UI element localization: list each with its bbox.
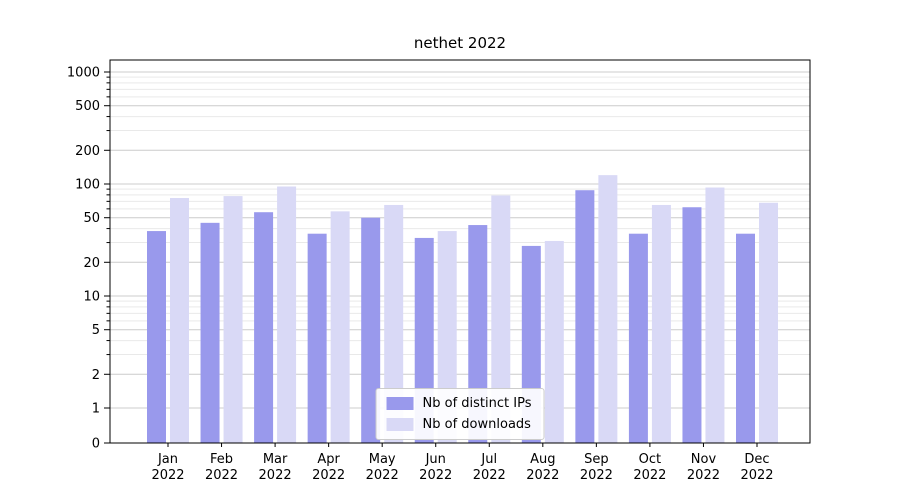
y-tick-label: 1000 (67, 66, 100, 81)
x-tick-label: Mar 2022 (259, 452, 292, 483)
bar-downloads-Feb (223, 196, 243, 443)
bar-distinct-ips-Nov (682, 207, 702, 443)
bar-downloads-Mar (277, 186, 297, 444)
bar-downloads-Sep (598, 175, 618, 443)
bar-downloads-Apr (330, 211, 350, 443)
bar-downloads-Aug (544, 240, 564, 443)
bar-downloads-Jan (170, 197, 189, 443)
x-tick-label: Nov 2022 (687, 452, 720, 483)
bar-distinct-ips-Dec (736, 233, 755, 443)
legend-swatch-distinct-ips (386, 397, 414, 410)
y-tick-label: 100 (75, 178, 100, 193)
x-tick-label: Sep 2022 (580, 452, 613, 483)
legend-swatch-downloads (386, 418, 414, 431)
bar-downloads-Nov (705, 187, 725, 443)
bar-distinct-ips-Oct (628, 233, 648, 443)
bar-distinct-ips-Jan (147, 231, 166, 443)
chart-title: nethet 2022 (413, 34, 507, 52)
y-tick-label: 1 (92, 402, 100, 417)
x-tick-label: Jan 2022 (151, 452, 184, 483)
y-tick-label: 2 (92, 368, 100, 383)
y-tick-label: 20 (83, 256, 100, 271)
x-tick-label: Jul 2022 (473, 452, 506, 483)
bar-distinct-ips-Mar (254, 212, 274, 443)
y-tick-label: 5 (92, 323, 100, 338)
y-tick-label: 200 (75, 144, 100, 159)
y-tick-label: 10 (83, 290, 100, 305)
x-tick-label: Oct 2022 (633, 452, 666, 483)
bar-distinct-ips-Feb (200, 222, 220, 443)
plot-frame (109, 59, 811, 444)
x-tick-label: Feb 2022 (205, 452, 238, 483)
legend: Nb of distinct IPs Nb of downloads (375, 388, 545, 440)
x-tick-label: Apr 2022 (312, 452, 345, 483)
bar-downloads-Oct (651, 204, 671, 443)
legend-item-downloads: Nb of downloads (386, 417, 532, 432)
bar-distinct-ips-Apr (307, 233, 327, 443)
bar-distinct-ips-Sep (575, 190, 595, 443)
legend-label-downloads: Nb of downloads (422, 417, 531, 432)
x-tick-label: May 2022 (366, 452, 399, 483)
bar-distinct-ips-May (361, 217, 381, 443)
y-tick-label: 0 (92, 437, 100, 452)
y-tick-label: 500 (75, 99, 100, 114)
x-tick-label: Aug 2022 (526, 452, 559, 483)
bar-downloads-May (384, 204, 404, 443)
legend-item-distinct-ips: Nb of distinct IPs (386, 396, 532, 411)
x-tick-label: Dec 2022 (740, 452, 773, 483)
x-tick-label: Jun 2022 (419, 452, 452, 483)
y-tick-label: 50 (83, 211, 100, 226)
legend-label-distinct-ips: Nb of distinct IPs (422, 396, 532, 411)
bar-downloads-Dec (759, 202, 778, 443)
bar-downloads-Jul (491, 195, 511, 443)
